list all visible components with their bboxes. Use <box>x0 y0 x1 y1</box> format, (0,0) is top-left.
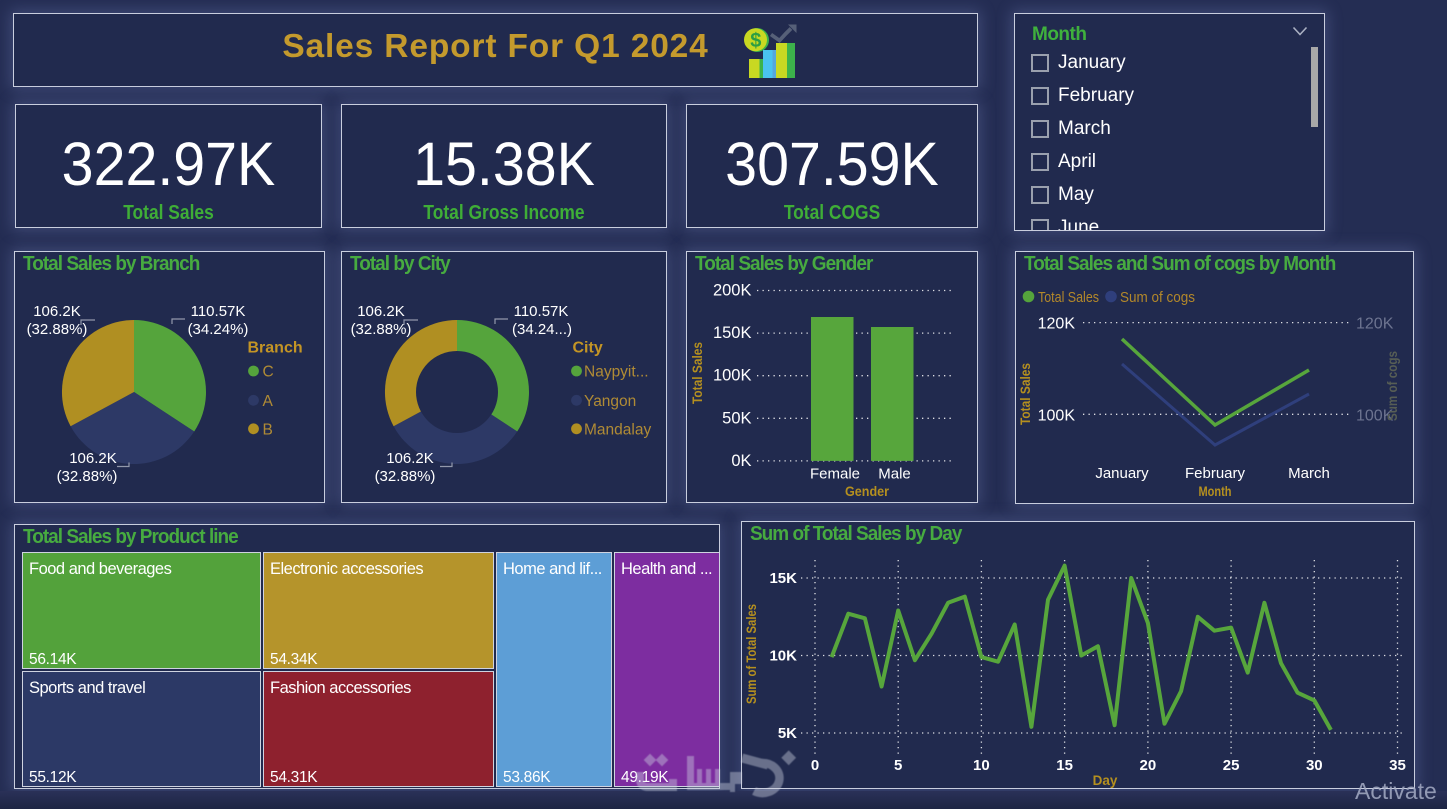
svg-text:10: 10 <box>973 757 990 774</box>
svg-text:(32.88%): (32.88%) <box>57 468 118 485</box>
svg-text:110.57K: 110.57K <box>514 303 569 320</box>
svg-text:(34.24...): (34.24...) <box>512 321 572 338</box>
svg-text:A: A <box>263 393 274 410</box>
svg-text:100K: 100K <box>1356 407 1394 424</box>
svg-text:100K: 100K <box>713 367 752 385</box>
svg-text:120K: 120K <box>1356 316 1394 333</box>
svg-text:106.2K: 106.2K <box>386 450 434 467</box>
svg-text:(32.88%): (32.88%) <box>27 321 88 338</box>
svg-text:February: February <box>1185 465 1246 482</box>
svg-text:B: B <box>263 421 273 438</box>
svg-text:(34.24%): (34.24%) <box>188 321 249 338</box>
svg-text:Sum of cogs: Sum of cogs <box>1385 351 1400 421</box>
svg-text:20: 20 <box>1140 757 1157 774</box>
svg-text:106.2K: 106.2K <box>33 303 81 320</box>
svg-text:Total Sales: Total Sales <box>690 342 705 404</box>
svg-text:0: 0 <box>811 757 819 774</box>
svg-text:10K: 10K <box>769 648 797 665</box>
svg-text:200K: 200K <box>713 282 752 300</box>
svg-text:Day: Day <box>1093 773 1118 788</box>
svg-text:Yangon: Yangon <box>584 393 636 410</box>
svg-text:15K: 15K <box>769 570 797 587</box>
svg-text:Male: Male <box>878 466 911 483</box>
svg-text:$: $ <box>750 30 761 52</box>
svg-text:0K: 0K <box>731 452 751 470</box>
svg-text:January: January <box>1095 465 1149 482</box>
svg-text:106.2K: 106.2K <box>357 303 405 320</box>
svg-text:Month: Month <box>1199 484 1232 499</box>
svg-text:30: 30 <box>1306 757 1323 774</box>
svg-text:106.2K: 106.2K <box>69 450 117 467</box>
svg-text:Total Sales: Total Sales <box>1038 289 1099 306</box>
svg-text:5: 5 <box>894 757 902 774</box>
svg-text:March: March <box>1288 465 1330 482</box>
svg-text:15: 15 <box>1056 757 1073 774</box>
svg-text:City: City <box>573 340 603 357</box>
svg-text:25: 25 <box>1223 757 1240 774</box>
svg-text:35: 35 <box>1389 757 1406 774</box>
svg-text:Female: Female <box>810 466 860 483</box>
svg-text:Naypyit...: Naypyit... <box>584 364 649 381</box>
svg-text:120K: 120K <box>1038 316 1076 333</box>
svg-text:110.57K: 110.57K <box>191 303 246 320</box>
svg-text:Mandalay: Mandalay <box>584 421 651 438</box>
svg-text:C: C <box>263 364 274 381</box>
svg-text:Total Sales: Total Sales <box>1018 363 1033 425</box>
svg-text:50K: 50K <box>722 409 751 427</box>
svg-text:(32.88%): (32.88%) <box>351 321 412 338</box>
svg-text:Sum of cogs: Sum of cogs <box>1120 289 1195 306</box>
svg-text:(32.88%): (32.88%) <box>375 468 436 485</box>
svg-text:150K: 150K <box>713 324 752 342</box>
svg-text:100K: 100K <box>1038 407 1076 424</box>
svg-text:Branch: Branch <box>248 340 303 357</box>
svg-text:Gender: Gender <box>845 484 890 499</box>
svg-text:Sum of Total Sales: Sum of Total Sales <box>744 604 759 704</box>
svg-text:5K: 5K <box>778 725 797 742</box>
